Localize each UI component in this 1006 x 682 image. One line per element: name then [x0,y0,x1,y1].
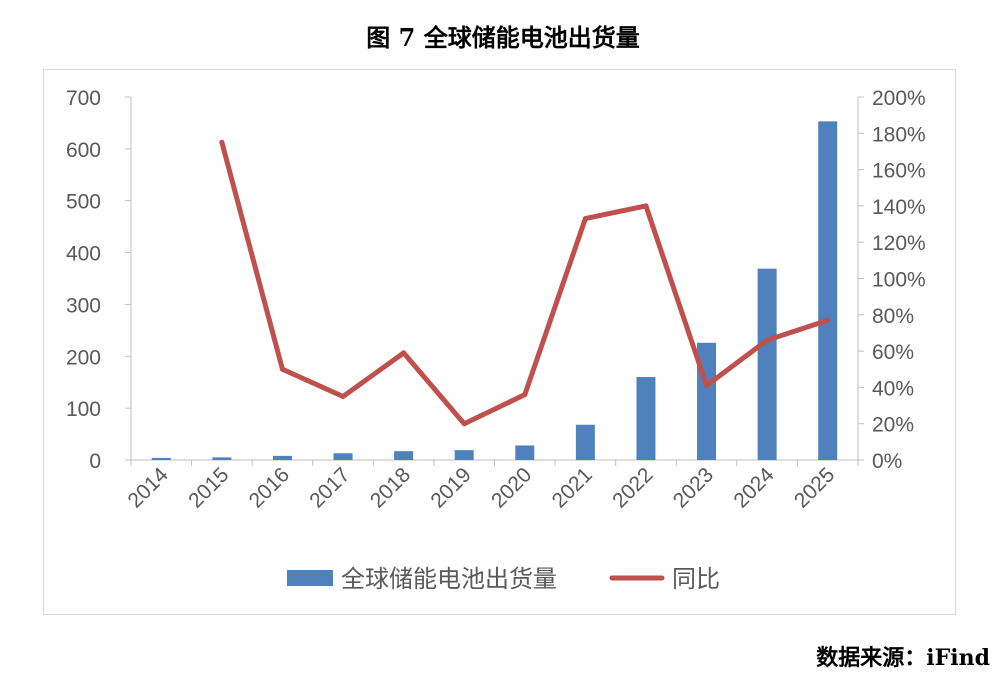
y-right-tick-label: 60% [872,341,914,364]
x-tick-label: 2020 [487,463,536,512]
y-left-tick-label: 100 [66,398,101,421]
x-tick-label: 2016 [245,463,294,512]
yoy-point [522,392,528,398]
legend-line-label: 同比 [672,565,720,593]
yoy-point [219,139,225,145]
x-tick-label: 2019 [426,463,475,512]
yoy-point [764,337,770,343]
yoy-line [219,139,831,427]
y-left-tick-label: 300 [66,294,101,317]
x-tick-label: 2015 [184,463,233,512]
x-tick-label: 2023 [669,463,718,512]
y-left-tick-label: 200 [66,346,101,369]
bar [454,450,474,460]
y-right-tick-label: 140% [872,196,926,219]
bar [394,451,414,460]
yoy-point [401,350,407,356]
y-left-tick-label: 700 [66,87,101,110]
bar [575,424,595,460]
y-right-tick-label: 160% [872,160,926,183]
yoy-point [582,216,588,222]
x-tick-label: 2021 [548,463,597,512]
x-tick-label: 2018 [366,463,415,512]
bar [333,453,353,460]
x-tick-label: 2014 [124,463,174,513]
y-right-tick-label: 200% [872,87,926,110]
legend-bar-swatch [287,570,333,586]
x-tick-label: 2022 [608,463,657,512]
y-right-tick-label: 40% [872,377,914,400]
data-source: 数据来源：iFind [816,645,990,671]
x-tick-label: 2024 [729,463,779,513]
y-right-tick-label: 120% [872,232,926,255]
bar [515,445,535,460]
bar [272,455,292,460]
y-left-tick-label: 600 [66,139,101,162]
y-right-tick-label: 20% [872,414,914,437]
y-right-tick-label: 0% [872,450,902,473]
y-right-tick-label: 100% [872,269,926,292]
yoy-point [279,366,285,372]
chart-frame [43,69,956,615]
bar [636,377,656,460]
yoy-point [643,203,649,209]
legend-bar-label: 全球储能电池出货量 [341,565,557,593]
y-left-tick-label: 500 [66,191,101,214]
y-right-tick-label: 80% [872,305,914,328]
y-left-tick-label: 0 [89,450,101,473]
x-tick-label: 2025 [790,463,839,512]
bar [151,457,171,460]
bar [818,121,838,460]
yoy-point [704,383,710,389]
bar [757,268,777,460]
yoy-point [340,393,346,399]
bar [212,457,232,460]
yoy-point [825,317,831,323]
y-left-tick-label: 400 [66,243,101,266]
x-tick-label: 2017 [305,463,354,512]
yoy-point [461,421,467,427]
figure-title: 图 7 全球储能电池出货量 [366,23,640,52]
y-right-tick-label: 180% [872,123,926,146]
